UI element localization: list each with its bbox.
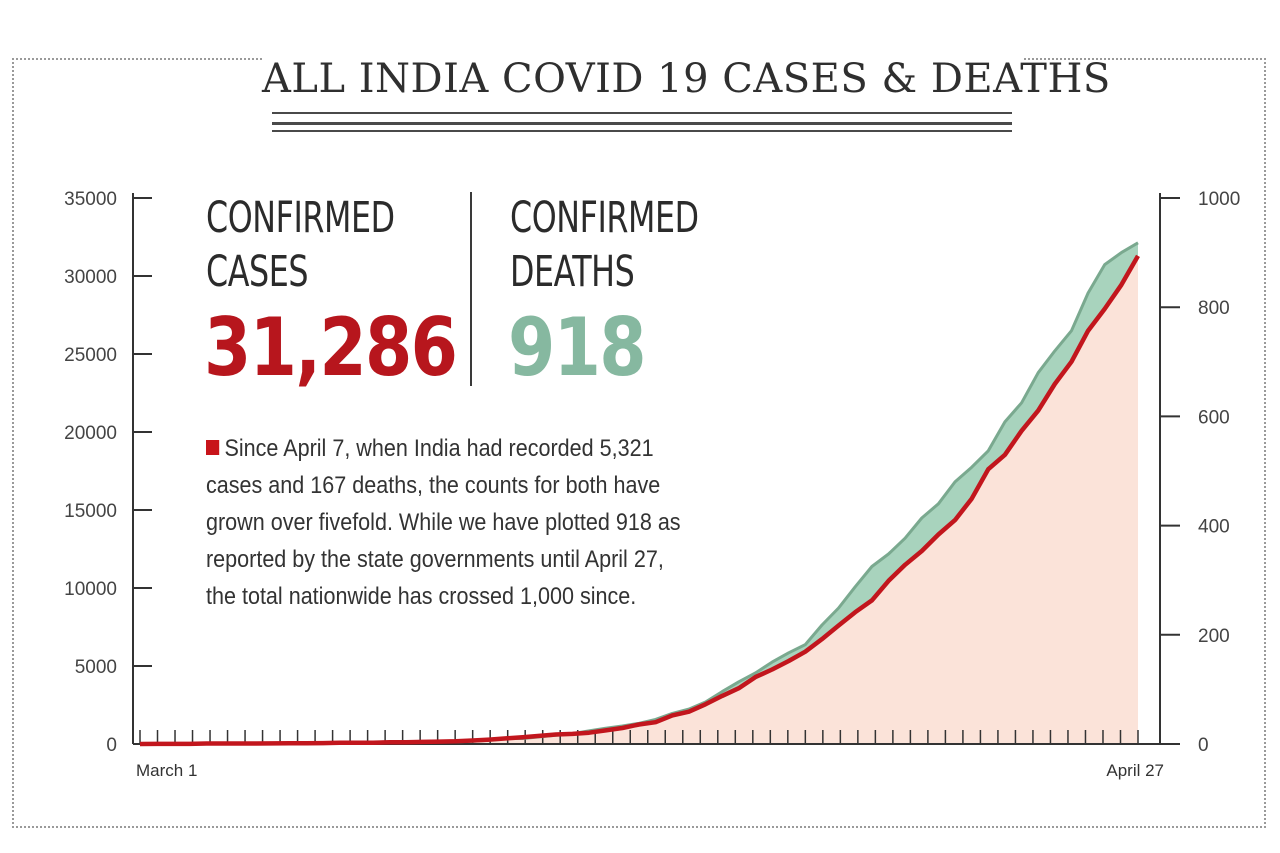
title-block: ALL INDIA COVID 19 CASES & DEATHS <box>262 44 1111 134</box>
left-axis-tick-label: 5000 <box>75 657 117 678</box>
deaths-label-line2: DEATHS <box>510 247 635 297</box>
deaths-value: 918 <box>508 301 647 394</box>
stats-divider <box>470 192 472 386</box>
right-axis-tick-label: 200 <box>1198 626 1230 647</box>
cases-line <box>139 254 1140 747</box>
left-axis-tick-label: 30000 <box>64 267 117 288</box>
left-axis-tick-label: 35000 <box>64 189 117 210</box>
cases-label-line2: CASES <box>206 247 309 297</box>
left-axis-tick-label: 25000 <box>64 345 117 366</box>
right-axis-tick-label: 1000 <box>1198 189 1240 210</box>
chart-title: ALL INDIA COVID 19 CASES & DEATHS <box>262 56 1111 102</box>
right-axis-tick-label: 600 <box>1198 407 1230 428</box>
x-axis-end-label: April 27 <box>1106 761 1164 780</box>
title-rule <box>272 130 1012 132</box>
red-square-bullet <box>206 440 220 455</box>
right-axis-tick-label: 400 <box>1198 517 1230 538</box>
left-axis-tick-label: 10000 <box>64 579 117 600</box>
cases-value: 31,286 <box>204 301 458 394</box>
title-rule <box>272 122 1012 125</box>
cases-label-line1: CONFIRMED <box>206 193 395 243</box>
deaths-label-line1: CONFIRMED <box>510 193 699 243</box>
title-rule <box>272 112 1012 114</box>
left-axis-tick-label: 15000 <box>64 501 117 522</box>
left-axis-tick-label: 0 <box>106 735 117 756</box>
x-axis-start-label: March 1 <box>136 761 197 780</box>
cases-area <box>140 255 1138 744</box>
right-axis-tick-label: 800 <box>1198 298 1230 319</box>
note-text-block: Since April 7, when India had recorded 5… <box>206 430 699 615</box>
right-axis-tick-label: 0 <box>1198 735 1209 756</box>
left-axis-tick-label: 20000 <box>64 423 117 444</box>
note-text: Since April 7, when India had recorded 5… <box>206 435 681 610</box>
